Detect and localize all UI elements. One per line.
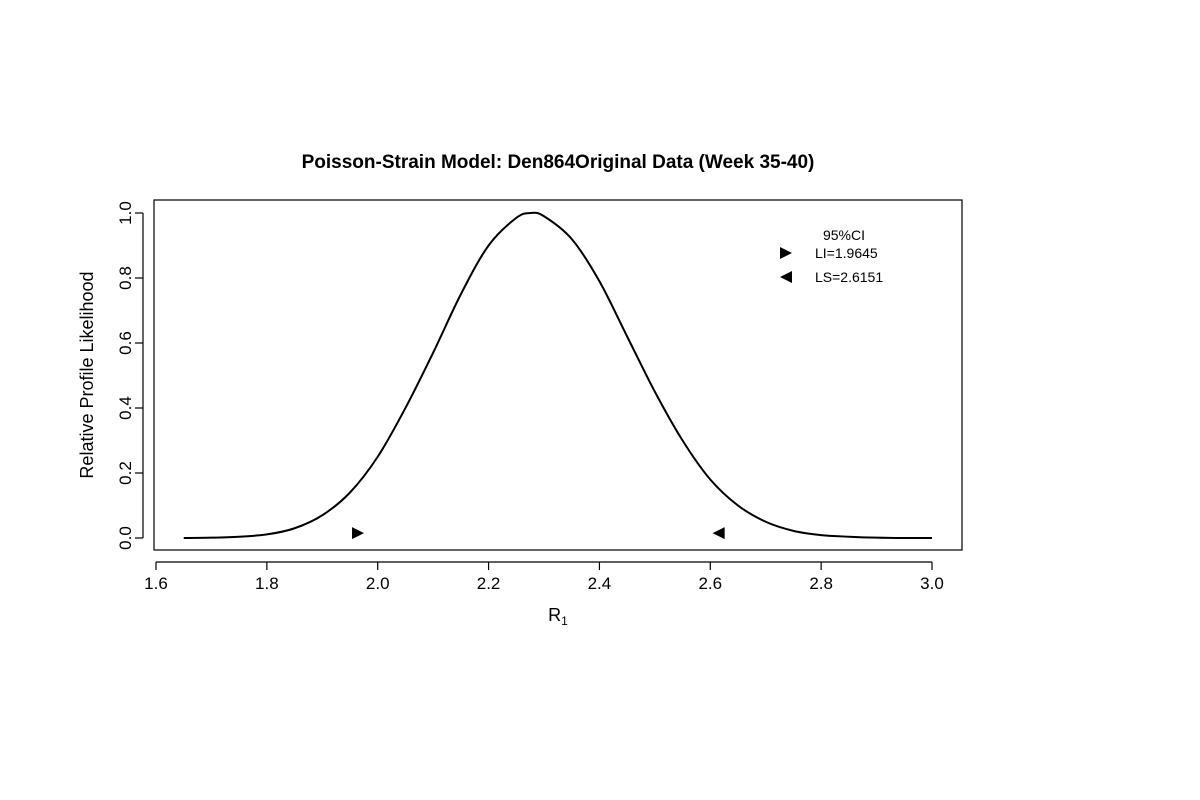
x-tick-label: 2.6 [698, 574, 722, 593]
y-tick-label: 0.0 [116, 526, 135, 550]
y-axis: 0.0 0.2 0.4 0.6 0.8 1.0 [116, 201, 144, 550]
likelihood-curve [183, 211, 933, 540]
x-tick-label: 2.4 [588, 574, 612, 593]
y-tick-label: 0.8 [116, 266, 135, 290]
ci-lower-marker [352, 527, 365, 540]
legend-title: 95%CI [823, 227, 865, 243]
ci-markers [352, 527, 725, 540]
legend: 95%CI LI=1.9645 LS=2.6151 [780, 227, 883, 285]
x-tick-label: 2.8 [809, 574, 833, 593]
y-axis-label: Relative Profile Likelihood [77, 271, 97, 478]
x-tick-label: 1.6 [144, 574, 168, 593]
legend-marker [780, 247, 792, 259]
legend-entry-label: LS=2.6151 [815, 269, 883, 285]
x-tick-label: 2.2 [477, 574, 501, 593]
x-axis-label: R1 [548, 605, 568, 628]
x-tick-label: 3.0 [920, 574, 944, 593]
x-tick-label: 2.0 [366, 574, 390, 593]
x-axis-label-main: R [548, 605, 561, 625]
y-tick-label: 0.4 [116, 396, 135, 420]
legend-entry-label: LI=1.9645 [815, 245, 878, 261]
ci-upper-marker [712, 527, 725, 540]
y-tick-label: 0.2 [116, 461, 135, 485]
plot-frame [153, 199, 963, 551]
y-tick-label: 0.6 [116, 331, 135, 355]
y-tick-label: 1.0 [116, 201, 135, 225]
x-tick-label: 1.8 [255, 574, 279, 593]
legend-marker [780, 271, 792, 283]
chart-title: Poisson-Strain Model: Den864Original Dat… [302, 152, 815, 173]
x-axis-label-subscript: 1 [561, 614, 568, 628]
x-axis: 1.6 1.8 2.0 2.2 2.4 2.6 2.8 3.0 [144, 561, 944, 593]
